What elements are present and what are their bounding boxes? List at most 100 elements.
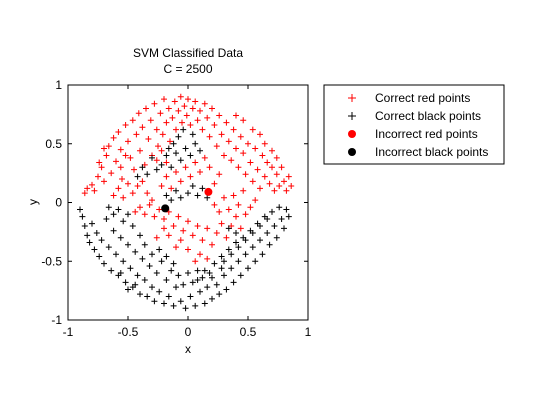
data-point-plus (168, 185, 175, 192)
data-point-plus (115, 129, 122, 135)
data-point-plus (158, 183, 165, 190)
data-point-plus (201, 300, 208, 307)
data-point-plus (163, 159, 170, 166)
data-point-plus (163, 192, 170, 199)
data-point-plus (228, 251, 235, 258)
legend-label: Correct red points (375, 91, 470, 105)
data-point-plus (122, 152, 129, 159)
data-point-plus (273, 234, 280, 241)
data-point-plus (125, 286, 131, 293)
data-point-plus (257, 223, 263, 229)
data-point-plus (197, 288, 203, 295)
data-point-plus (192, 159, 199, 166)
data-point-plus (257, 185, 263, 192)
data-point-plus (247, 204, 254, 211)
data-point-plus (149, 251, 155, 258)
data-point-plus (168, 197, 175, 204)
data-point-plus (131, 166, 137, 173)
data-point-plus (125, 241, 131, 248)
data-point-plus (105, 244, 112, 251)
data-point-plus (163, 253, 170, 260)
data-point-plus (225, 246, 232, 253)
data-point-plus (235, 244, 242, 251)
data-point-plus (175, 213, 182, 220)
data-point-plus (204, 225, 211, 232)
data-point-plus (101, 178, 107, 185)
chart-title-group: SVM Classified Data C = 2500 (133, 46, 243, 76)
data-point-plus (182, 145, 189, 152)
data-point-plus (225, 225, 232, 232)
data-point-plus (242, 251, 249, 258)
data-point-plus (218, 253, 225, 260)
data-point-plus (182, 164, 189, 171)
data-point-plus (223, 119, 230, 126)
data-point-plus (252, 145, 259, 152)
data-point-plus (233, 239, 239, 246)
data-point-plus (185, 96, 191, 103)
data-point-plus (242, 211, 249, 218)
data-point-plus (259, 152, 266, 159)
series-correct-black-points (77, 126, 292, 312)
data-point-plus (259, 251, 266, 258)
data-point-plus (108, 267, 115, 274)
data-point-plus (134, 173, 141, 180)
data-point-plus (110, 192, 117, 199)
data-point-plus (240, 187, 247, 194)
data-point-plus (93, 230, 100, 237)
data-point-plus (192, 98, 199, 105)
data-point-plus (235, 201, 242, 208)
data-point-plus (237, 133, 244, 140)
data-point-plus (283, 206, 290, 213)
y-tick-label: -1 (51, 313, 62, 327)
data-point-plus (264, 215, 271, 222)
data-point-plus (206, 133, 213, 140)
data-point-plus (115, 185, 122, 192)
data-point-plus (144, 171, 151, 178)
data-point-plus (269, 164, 275, 171)
data-point-plus (271, 223, 278, 229)
data-point-plus (173, 187, 179, 194)
data-point-plus (151, 298, 158, 305)
legend-item: Incorrect black points (348, 145, 488, 159)
data-point-plus (199, 237, 206, 244)
data-point-plus (137, 147, 143, 154)
data-point-plus (153, 270, 160, 276)
data-point-plus (221, 272, 227, 279)
x-tick-label: -1 (63, 325, 74, 339)
data-point-plus (199, 185, 206, 192)
data-point-plus (192, 258, 199, 265)
data-point-plus (110, 227, 117, 234)
data-point-plus (209, 295, 215, 302)
data-point-plus (139, 178, 146, 185)
data-point-plus (139, 164, 146, 171)
data-point-plus (261, 140, 268, 147)
data-point-plus (132, 208, 139, 215)
data-point-plus (189, 183, 196, 190)
y-axis-ticks: -1 -0.5 0 0.5 1 (41, 78, 308, 327)
data-point-plus (204, 255, 211, 262)
data-point-plus (141, 241, 148, 248)
data-point-plus (170, 223, 177, 229)
data-point-plus (264, 230, 271, 237)
data-point-plus (127, 265, 134, 272)
data-point-plus (163, 277, 170, 284)
data-point-plus (163, 119, 170, 126)
data-point-plus (266, 241, 273, 248)
data-point-plus (137, 204, 143, 211)
data-point-plus (135, 110, 142, 117)
data-point-plus (271, 187, 278, 194)
data-point-plus (133, 131, 140, 138)
data-point-plus (230, 192, 237, 199)
data-point-plus (149, 154, 155, 161)
data-point-plus (120, 194, 127, 201)
data-point-plus (177, 178, 184, 185)
data-point-plus (192, 302, 199, 309)
data-point-plus (230, 279, 237, 286)
data-point-plus (181, 103, 188, 110)
data-point-plus (288, 183, 295, 190)
data-point-plus (101, 145, 107, 152)
data-point-plus (240, 150, 247, 157)
data-point-plus (273, 154, 280, 161)
legend-item: Incorrect red points (348, 127, 478, 141)
series-incorrect-red-points (204, 187, 213, 196)
